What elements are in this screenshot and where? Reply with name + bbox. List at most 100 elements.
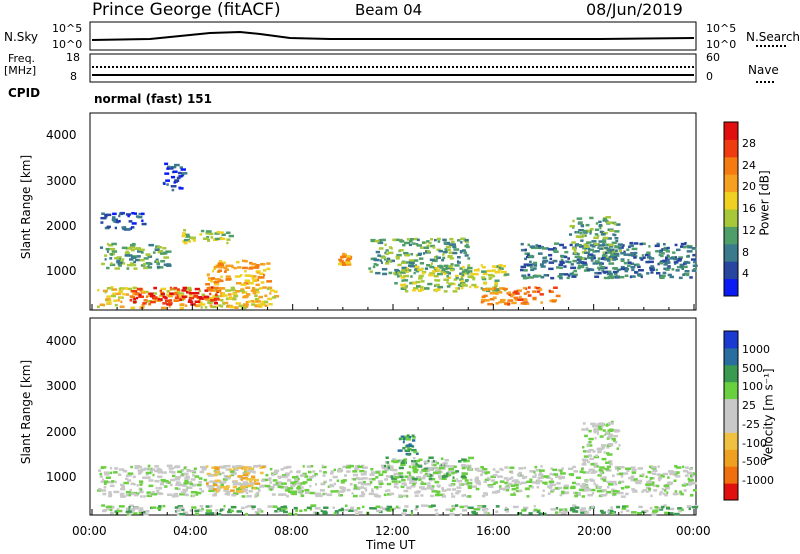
power-cell bbox=[142, 302, 147, 305]
velocity-cell bbox=[364, 487, 367, 490]
velocity-cell bbox=[483, 511, 488, 514]
velocity-cell bbox=[323, 506, 329, 509]
power-cell bbox=[169, 292, 174, 295]
velocity-cell bbox=[229, 468, 232, 471]
power-colorbar-tick: 12 bbox=[742, 224, 756, 237]
power-cell bbox=[244, 279, 251, 282]
velocity-cell bbox=[532, 481, 538, 484]
velocity-cell bbox=[212, 488, 217, 491]
power-cell bbox=[674, 243, 678, 247]
power-cell bbox=[526, 255, 530, 259]
velocity-cell bbox=[299, 492, 303, 495]
power-cell bbox=[610, 257, 613, 261]
velocity-cell bbox=[611, 491, 616, 494]
velocity-cell bbox=[182, 484, 187, 487]
power-cell bbox=[615, 223, 621, 226]
velocity-cell bbox=[664, 511, 670, 515]
velocity-cell bbox=[216, 512, 222, 516]
velocity-cell bbox=[559, 508, 563, 511]
power-cell bbox=[423, 252, 426, 255]
velocity-cell bbox=[282, 475, 288, 479]
velocity-cell bbox=[193, 467, 197, 470]
velocity-cell bbox=[184, 479, 189, 483]
velocity-cell bbox=[345, 508, 349, 512]
velocity-ytick-2000: 2000 bbox=[46, 425, 77, 439]
power-cell bbox=[473, 277, 476, 280]
velocity-cell bbox=[108, 481, 114, 484]
velocity-cell bbox=[306, 465, 312, 468]
velocity-cell bbox=[562, 509, 566, 512]
power-cell bbox=[166, 183, 169, 186]
velocity-cell bbox=[225, 468, 230, 471]
power-cell bbox=[163, 182, 166, 185]
velocity-cell bbox=[269, 485, 275, 489]
power-cell bbox=[555, 294, 561, 298]
power-cell bbox=[370, 239, 376, 243]
power-cell bbox=[574, 255, 580, 259]
velocity-cell bbox=[692, 482, 697, 485]
power-cell bbox=[242, 266, 248, 270]
power-cell bbox=[148, 302, 152, 306]
velocity-cell bbox=[254, 510, 258, 514]
power-cell bbox=[614, 245, 621, 249]
velocity-cell bbox=[394, 476, 399, 479]
velocity-cell bbox=[597, 450, 602, 453]
velocity-cell bbox=[441, 487, 444, 490]
power-cell bbox=[614, 272, 618, 276]
velocity-cell bbox=[250, 482, 254, 485]
power-cell bbox=[164, 252, 168, 255]
velocity-cell bbox=[292, 476, 298, 479]
power-cell bbox=[679, 263, 685, 267]
velocity-cell bbox=[609, 462, 613, 466]
velocity-cell bbox=[130, 465, 133, 469]
velocity-cell bbox=[456, 490, 461, 493]
power-cell bbox=[443, 290, 448, 293]
power-cell bbox=[663, 246, 667, 250]
velocity-cell bbox=[114, 467, 119, 470]
velocity-cell bbox=[572, 491, 576, 495]
velocity-cell bbox=[387, 466, 390, 469]
velocity-cell bbox=[132, 475, 136, 479]
power-cell bbox=[599, 226, 602, 230]
velocity-cell bbox=[284, 472, 291, 475]
power-cell bbox=[127, 214, 130, 218]
power-cell bbox=[530, 268, 535, 272]
power-cell bbox=[552, 249, 556, 252]
velocity-cell bbox=[223, 487, 229, 490]
power-cell bbox=[540, 275, 545, 279]
velocity-cell bbox=[597, 485, 603, 489]
velocity-cell bbox=[97, 489, 103, 492]
velocity-cell bbox=[180, 469, 185, 472]
power-cell bbox=[189, 294, 193, 297]
power-cell bbox=[414, 237, 418, 241]
power-cell bbox=[443, 264, 449, 268]
power-cell bbox=[166, 263, 171, 266]
velocity-cell bbox=[481, 470, 486, 474]
power-cell bbox=[567, 257, 570, 260]
power-cell bbox=[602, 266, 608, 270]
power-cell bbox=[577, 235, 584, 239]
power-cell bbox=[691, 269, 697, 272]
power-cell bbox=[503, 265, 506, 268]
velocity-cell bbox=[346, 488, 351, 492]
power-cell bbox=[176, 291, 181, 295]
velocity-cell bbox=[302, 465, 305, 468]
power-cell bbox=[613, 222, 617, 226]
power-cell bbox=[683, 245, 687, 249]
power-cell bbox=[430, 244, 435, 248]
velocity-cell bbox=[164, 485, 168, 488]
velocity-cell bbox=[253, 471, 256, 474]
power-cell bbox=[452, 245, 457, 249]
power-cell bbox=[438, 249, 443, 253]
power-colorbar-swatch bbox=[724, 278, 738, 297]
velocity-cell bbox=[249, 484, 254, 487]
velocity-cell bbox=[582, 446, 585, 449]
power-cell bbox=[504, 302, 509, 305]
power-cell bbox=[119, 305, 125, 308]
velocity-cell bbox=[194, 512, 199, 516]
power-cell bbox=[381, 268, 388, 271]
velocity-cell bbox=[280, 508, 284, 511]
velocity-cell bbox=[408, 435, 412, 439]
power-cell bbox=[454, 264, 460, 267]
velocity-cell bbox=[630, 466, 636, 469]
